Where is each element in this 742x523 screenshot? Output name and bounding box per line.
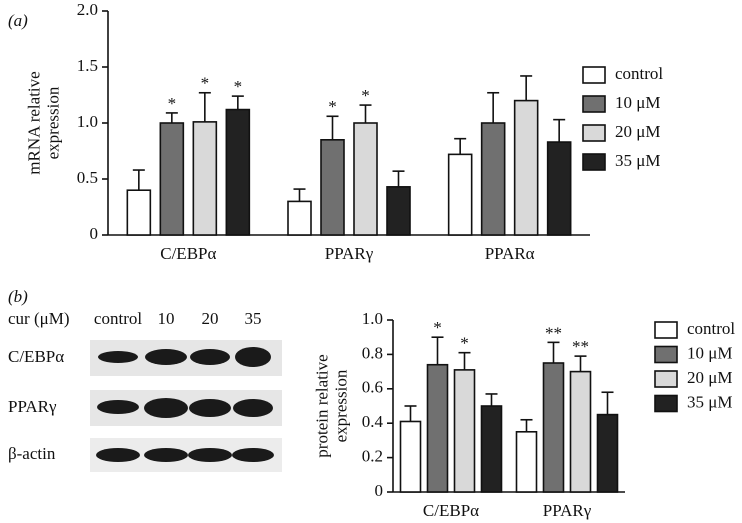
row-label: β-actin (8, 444, 56, 463)
y-axis-label: mRNA relative (24, 71, 43, 174)
panel-label: (b) (8, 287, 28, 306)
significance: ** (545, 323, 562, 342)
legend-label: 20 μM (687, 368, 732, 387)
legend-swatch (654, 345, 678, 364)
y-tick-label: 0.8 (362, 343, 383, 362)
y-axis-label: expression (331, 369, 350, 442)
significance: * (201, 74, 210, 93)
legend-label: control (687, 319, 735, 338)
x-tick-label: PPARα (485, 244, 535, 263)
significance: ** (572, 337, 589, 356)
significance: * (361, 86, 370, 105)
y-tick-label: 0.2 (362, 447, 383, 466)
y-tick-label: 1.0 (77, 112, 98, 131)
bar (225, 108, 251, 236)
legend-swatch (582, 95, 606, 113)
x-tick-label: PPARγ (543, 501, 592, 520)
legend-swatch (654, 321, 678, 339)
y-axis-label: expression (43, 86, 62, 159)
bar (453, 369, 476, 493)
bar (426, 363, 449, 493)
y-tick-label: 0 (375, 481, 384, 500)
significance: * (328, 97, 337, 116)
y-tick-label: 2.0 (77, 0, 98, 19)
x-tick-label: C/EBPα (160, 244, 216, 263)
y-tick-label: 0 (90, 224, 99, 243)
bar (596, 413, 619, 493)
legend-swatch (582, 124, 606, 142)
blot-bands (96, 347, 274, 462)
legend-swatch (582, 66, 606, 84)
y-axis-label: protein relative (312, 354, 331, 457)
legend-label: 35 μM (687, 392, 732, 411)
bar (546, 141, 572, 236)
bar (353, 122, 378, 236)
lane-label: 35 (245, 309, 262, 328)
bar (159, 122, 185, 236)
x-tick-label: PPARγ (325, 244, 374, 263)
bar (480, 122, 506, 236)
blot-header: cur (μM) (8, 309, 70, 328)
lane-label: 20 (202, 309, 219, 328)
significance: * (168, 94, 177, 113)
panel-label: (a) (8, 11, 28, 30)
bar (513, 99, 539, 236)
y-tick-label: 1.0 (362, 309, 383, 328)
bar (386, 186, 411, 236)
bar (515, 430, 538, 493)
y-tick-label: 0.5 (77, 168, 98, 187)
significance: * (234, 77, 243, 96)
lane-label: 10 (158, 309, 175, 328)
legend-label: control (615, 64, 663, 83)
row-label: PPARγ (8, 397, 57, 416)
legend-label: 20 μM (615, 122, 660, 141)
bar (542, 362, 565, 493)
y-tick-label: 1.5 (77, 56, 98, 75)
bar (569, 370, 592, 493)
legend-swatch (654, 370, 678, 388)
legend-swatch (654, 394, 678, 413)
blot: cur (μM) control 10 20 35 C/EBPα PPARγ β… (8, 309, 282, 472)
bar (287, 200, 312, 236)
legend-swatch (582, 153, 606, 171)
bar (320, 139, 345, 236)
lane-label: control (94, 309, 142, 328)
bar (447, 153, 473, 236)
bar (480, 405, 503, 493)
legend-label: 10 μM (615, 93, 660, 112)
y-tick-label: 0.6 (362, 378, 383, 397)
bar (399, 420, 422, 493)
row-label: C/EBPα (8, 347, 64, 366)
bar (192, 121, 218, 236)
legend-label: 10 μM (687, 343, 732, 362)
legend-label: 35 μM (615, 151, 660, 170)
y-tick-label: 0.4 (362, 412, 384, 431)
significance: * (460, 334, 469, 353)
significance: * (433, 318, 442, 337)
x-tick-label: C/EBPα (423, 501, 479, 520)
bar (126, 189, 152, 236)
